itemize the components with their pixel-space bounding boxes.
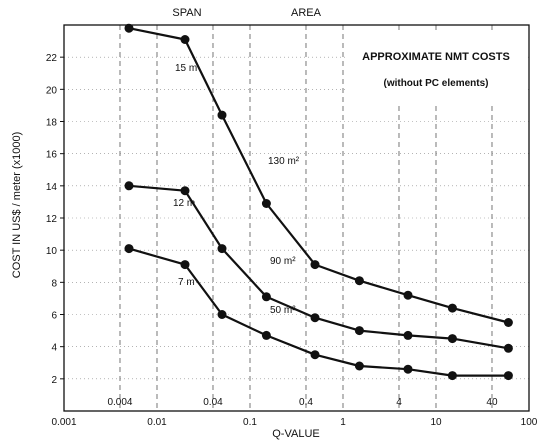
y-axis-title: COST IN US$ / meter (x1000) xyxy=(11,132,23,279)
data-point xyxy=(180,186,190,196)
series-layer xyxy=(124,23,513,381)
data-point xyxy=(447,303,457,313)
data-point xyxy=(310,313,320,323)
x-tick-label: 10 xyxy=(430,417,442,428)
x-tick-label: 0.004 xyxy=(107,397,132,408)
data-point xyxy=(217,244,227,254)
y-tick-label: 8 xyxy=(51,278,57,289)
data-point xyxy=(261,330,271,340)
y-tick-label: 12 xyxy=(46,214,58,225)
tick-layer: 2468101214161820220.0010.0040.010.040.10… xyxy=(46,53,538,428)
x-tick-label: 0.4 xyxy=(299,397,313,408)
x-tick-label: 40 xyxy=(486,397,498,408)
data-point xyxy=(217,310,227,319)
data-point xyxy=(403,330,413,340)
data-point xyxy=(403,364,413,374)
data-point xyxy=(354,326,364,336)
y-tick-label: 6 xyxy=(51,311,57,322)
data-point xyxy=(124,23,134,33)
y-tick-label: 18 xyxy=(46,118,58,129)
area-label-50m2: 50 m² xyxy=(270,305,296,316)
data-point xyxy=(447,334,457,344)
data-point xyxy=(310,260,320,270)
data-point xyxy=(124,181,134,191)
data-point xyxy=(261,199,271,208)
span-label-15m: 15 m xyxy=(175,63,197,74)
x-tick-label: 100 xyxy=(521,417,538,428)
data-point xyxy=(310,350,320,360)
y-tick-label: 10 xyxy=(46,246,58,257)
chart-subtitle: (without PC elements) xyxy=(383,78,488,89)
y-tick-label: 16 xyxy=(46,150,58,161)
data-point xyxy=(261,292,271,302)
data-point xyxy=(503,343,513,353)
data-point xyxy=(447,371,457,381)
title-box xyxy=(345,33,528,105)
x-tick-label: 0.01 xyxy=(147,417,167,428)
data-point xyxy=(503,318,513,327)
chart-title: APPROXIMATE NMT COSTS xyxy=(362,51,510,63)
span-label-7m: 7 m xyxy=(178,277,195,288)
area-label-90m2: 90 m² xyxy=(270,256,296,267)
data-point xyxy=(403,290,413,300)
y-tick-label: 22 xyxy=(46,53,58,64)
span-label-12m: 12 m xyxy=(173,198,195,209)
data-point xyxy=(124,244,134,254)
y-tick-label: 14 xyxy=(46,182,58,193)
x-tick-label: 1 xyxy=(340,417,346,428)
x-tick-label: 0.1 xyxy=(243,417,257,428)
header-area-label: AREA xyxy=(291,7,322,19)
data-point xyxy=(180,260,190,270)
x-axis-title: Q-VALUE xyxy=(272,428,319,440)
data-point xyxy=(180,35,190,44)
x-tick-label: 0.04 xyxy=(203,397,223,408)
data-point xyxy=(354,361,364,371)
area-label-130m2: 130 m² xyxy=(268,156,300,167)
x-tick-label: 4 xyxy=(396,397,402,408)
y-tick-label: 2 xyxy=(51,375,57,386)
data-point xyxy=(503,371,513,381)
x-tick-label: 0.001 xyxy=(51,417,76,428)
y-tick-label: 4 xyxy=(51,343,57,354)
y-tick-label: 20 xyxy=(46,85,58,96)
header-span-label: SPAN xyxy=(172,7,201,19)
data-point xyxy=(354,276,364,286)
data-point xyxy=(217,110,227,120)
